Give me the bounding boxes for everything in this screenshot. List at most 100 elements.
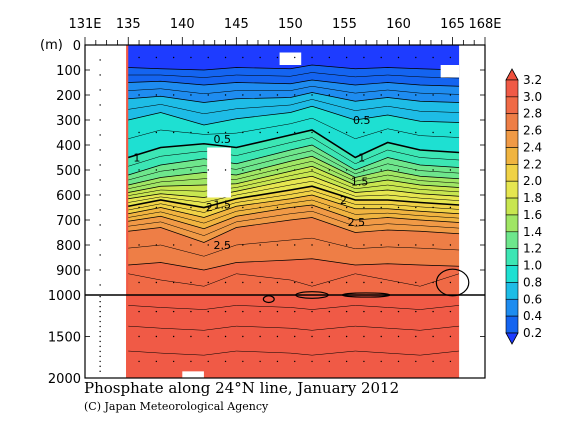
contour-line-minor bbox=[128, 72, 460, 79]
sample-dot bbox=[380, 335, 382, 338]
contour-label: 2 bbox=[206, 201, 213, 214]
colorbar-label: 0.8 bbox=[523, 275, 542, 289]
x-tick-label: 135 bbox=[116, 17, 141, 32]
colorbar-label: 1.4 bbox=[523, 225, 542, 239]
sample-dot bbox=[207, 206, 209, 209]
sample-dot bbox=[99, 104, 101, 106]
sample-dot bbox=[449, 56, 452, 59]
sample-dot bbox=[99, 300, 101, 303]
sample-dot bbox=[328, 94, 331, 96]
contour-line bbox=[128, 144, 460, 176]
colorbar-label: 1.0 bbox=[523, 259, 542, 273]
sample-dot bbox=[294, 360, 296, 363]
sample-dot bbox=[432, 56, 434, 59]
closed-contour bbox=[262, 295, 275, 304]
sample-dot bbox=[172, 335, 175, 338]
sample-dot bbox=[311, 360, 313, 363]
sample-dot bbox=[432, 131, 434, 134]
sample-dot bbox=[449, 335, 452, 338]
y-axis: (m) 0 100 200 300 400 500 600 700 800 900 1000 1500 2… bbox=[40, 38, 485, 387]
colorbar-label: 2.2 bbox=[523, 157, 542, 171]
contour-line bbox=[128, 194, 460, 218]
sample-dot bbox=[311, 244, 313, 246]
sample-dot bbox=[311, 94, 313, 96]
sample-dot bbox=[276, 131, 279, 134]
sample-dot bbox=[345, 56, 348, 59]
sample-dot bbox=[345, 360, 348, 363]
plot-frame bbox=[84, 44, 486, 379]
sample-dot bbox=[345, 335, 348, 338]
sample-dot bbox=[397, 360, 400, 363]
contour-line-minor bbox=[128, 137, 460, 167]
section-data bbox=[126, 45, 470, 378]
colorbar-label: 1.2 bbox=[523, 242, 542, 256]
contour-line bbox=[128, 79, 460, 87]
sample-dot bbox=[415, 206, 417, 209]
colorbar-cap-top bbox=[505, 68, 519, 81]
y-tick-label: 800 bbox=[56, 239, 81, 254]
sample-dot bbox=[432, 244, 434, 246]
sample-dot bbox=[224, 94, 227, 96]
sample-dot bbox=[328, 310, 331, 313]
colorbar-label: 2.6 bbox=[523, 124, 542, 138]
sample-dot bbox=[432, 169, 434, 171]
sample-dot bbox=[242, 56, 244, 59]
sample-dot bbox=[328, 335, 331, 338]
sample-dot bbox=[380, 131, 382, 134]
sample-dot bbox=[138, 94, 140, 96]
sample-dot bbox=[224, 360, 227, 363]
sample-dot bbox=[99, 310, 101, 313]
contour-line-minor bbox=[128, 85, 460, 95]
x-tick-label: 168E bbox=[468, 17, 501, 32]
sample-dot bbox=[172, 244, 175, 246]
colorbar-cell bbox=[505, 282, 519, 300]
sample-dot bbox=[207, 56, 209, 59]
sample-dot bbox=[276, 281, 279, 284]
sample-dot bbox=[294, 244, 296, 246]
contour-line bbox=[128, 204, 460, 230]
sample-dot bbox=[363, 169, 365, 171]
sample-dot bbox=[397, 56, 400, 59]
sample-dot bbox=[138, 131, 140, 134]
sample-dot bbox=[397, 131, 400, 134]
contour-band bbox=[128, 186, 460, 218]
sample-dot bbox=[242, 206, 244, 209]
contour-band bbox=[128, 80, 460, 103]
sample-dot bbox=[276, 56, 279, 59]
sample-dot bbox=[380, 360, 382, 363]
colorbar-cell bbox=[505, 147, 519, 165]
sample-dot bbox=[259, 206, 261, 209]
sample-dot bbox=[138, 169, 140, 171]
sample-dot bbox=[172, 360, 175, 363]
sample-dot bbox=[99, 284, 101, 286]
y-tick-label: 200 bbox=[56, 89, 81, 104]
sample-dot bbox=[99, 335, 101, 338]
sample-dot bbox=[259, 56, 261, 59]
sample-dot bbox=[99, 194, 101, 196]
sample-dot bbox=[99, 360, 101, 363]
contour-line-deep bbox=[128, 305, 460, 310]
contour-label: 1 bbox=[133, 152, 140, 165]
sample-dot bbox=[190, 335, 192, 338]
sample-dot bbox=[380, 244, 382, 246]
sample-dot bbox=[328, 169, 331, 171]
x-tick-label: 131E bbox=[68, 17, 101, 32]
sample-dot bbox=[415, 281, 417, 284]
sample-dot bbox=[99, 59, 101, 61]
contour-label: 1.5 bbox=[214, 199, 232, 212]
sample-dot bbox=[397, 335, 400, 338]
sample-dot bbox=[99, 355, 101, 358]
x-tick-label: 150 bbox=[278, 17, 303, 32]
closed-contour bbox=[435, 268, 470, 297]
contour-line-minor bbox=[128, 190, 460, 213]
contour-band bbox=[128, 205, 460, 243]
missing-data bbox=[182, 371, 204, 378]
sample-dot bbox=[242, 169, 244, 171]
sample-dot bbox=[138, 244, 140, 246]
sample-dot bbox=[224, 310, 227, 313]
sample-dot bbox=[294, 94, 296, 96]
x-tick-label: 140 bbox=[170, 17, 195, 32]
sample-dot bbox=[397, 310, 400, 313]
